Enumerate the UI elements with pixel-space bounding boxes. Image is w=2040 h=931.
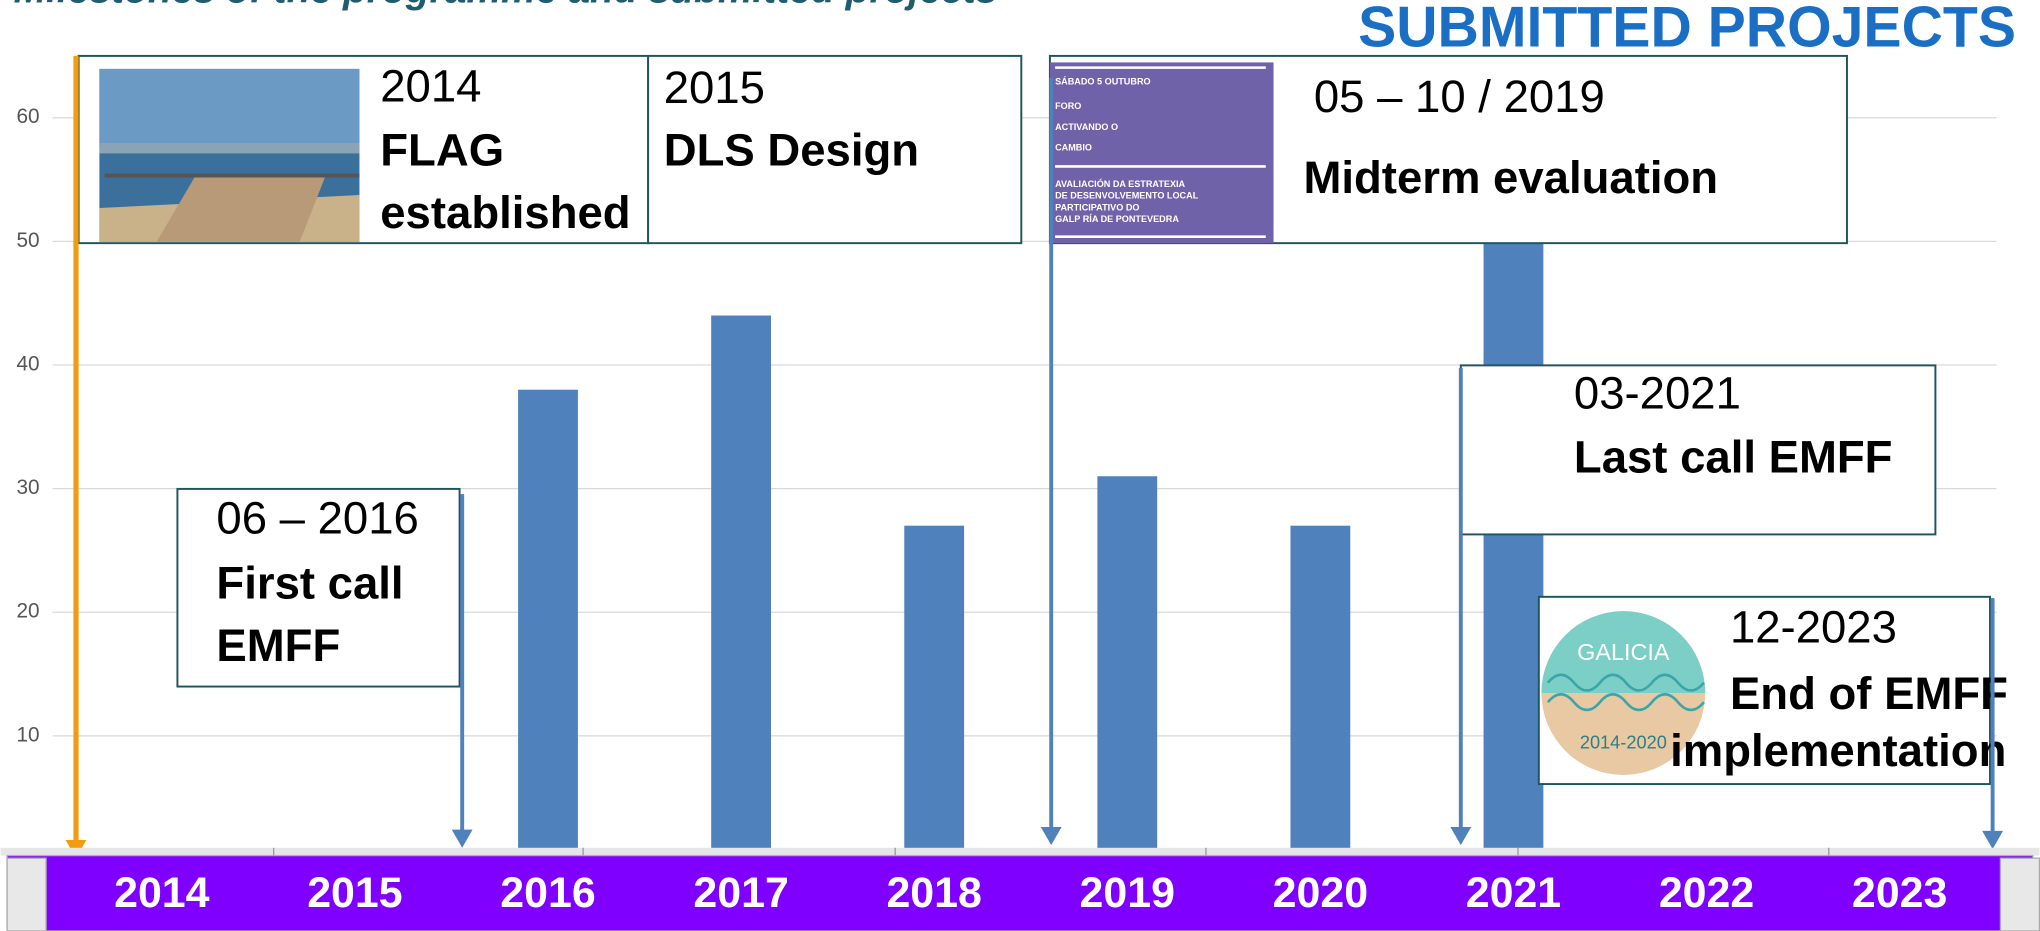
- chart-title: SUBMITTED PROJECTS: [1358, 0, 2016, 59]
- bar: [711, 316, 771, 860]
- y-tick-label: 50: [16, 229, 39, 252]
- annotation-text: 12-2023: [1730, 602, 1897, 653]
- arrow-head: [1982, 831, 2003, 849]
- timeline-handle[interactable]: [7, 858, 46, 931]
- chart: 10 20 30 40 50 60 Milestones of the programme…: [0, 0, 2040, 931]
- arrow-head: [452, 830, 473, 848]
- pier-photo: [99, 69, 359, 242]
- x-tick-label: 2018: [886, 869, 981, 917]
- bar: [904, 526, 964, 860]
- poster-text: GALP RÍA DE PONTEVEDRA: [1055, 214, 1179, 224]
- x-tick-label: 2023: [1852, 869, 1947, 917]
- annotation-text: Midterm evaluation: [1303, 152, 1718, 203]
- arrow-head: [1450, 827, 1471, 845]
- subtitle: Milestones of the programme and submitte…: [14, 0, 998, 11]
- annotation-text: established: [380, 187, 630, 238]
- x-tick-label: 2016: [500, 869, 595, 917]
- bar: [518, 390, 578, 860]
- poster-text: ACTIVANDO O: [1055, 122, 1118, 132]
- y-tick-label: 60: [16, 105, 39, 128]
- y-tick-label: 20: [16, 600, 39, 623]
- poster-text: PARTICIPATIVO DO: [1055, 202, 1139, 212]
- annotation-text: First call: [216, 557, 403, 608]
- y-tick-label: 10: [16, 723, 39, 746]
- annotation-text: FLAG: [380, 124, 504, 175]
- arrow-head: [1041, 827, 1062, 845]
- bar: [1290, 526, 1350, 860]
- x-tick-label: 2017: [693, 869, 788, 917]
- annotation-text: 06 – 2016: [216, 492, 418, 543]
- annotation-text: Last call EMFF: [1574, 431, 1893, 482]
- x-tick-label: 2015: [307, 869, 402, 917]
- bar: [1097, 476, 1157, 859]
- annotation-text: EMFF: [216, 620, 340, 671]
- timeline-handle[interactable]: [2000, 858, 2039, 931]
- poster-text: SÁBADO 5 OUTUBRO: [1055, 76, 1150, 86]
- annotation-text: 2015: [664, 62, 765, 113]
- annotation-text: 03-2021: [1574, 368, 1741, 419]
- x-tick-label: 2014: [114, 869, 210, 917]
- annotation-text: 05 – 10 / 2019: [1314, 71, 1605, 122]
- poster: SÁBADO 5 OUTUBRO FORO ACTIVANDO O CAMBIO…: [1050, 62, 1274, 243]
- x-tick-label: 2021: [1466, 869, 1561, 917]
- logo-text: 2014-2020: [1580, 733, 1667, 753]
- poster-text: AVALIACIÓN DA ESTRATEXIA: [1055, 178, 1185, 189]
- logo-text: GALICIA: [1577, 639, 1670, 665]
- x-tick-label: 2020: [1273, 869, 1368, 917]
- poster-text: DE DESENVOLVEMENTO LOCAL: [1055, 191, 1199, 201]
- annotation-text: End of EMFF: [1730, 668, 2008, 719]
- y-tick-label: 30: [16, 476, 39, 499]
- x-tick-label: 2022: [1659, 869, 1754, 917]
- y-tick-label: 40: [16, 352, 39, 375]
- x-tick-label: 2019: [1080, 869, 1175, 917]
- timeline-track: [1, 848, 2040, 856]
- annotation-text: implementation: [1670, 725, 2006, 776]
- annotation-text: DLS Design: [664, 124, 919, 175]
- poster-text: CAMBIO: [1055, 143, 1092, 153]
- poster-text: FORO: [1055, 101, 1081, 111]
- annotation-text: 2014: [380, 61, 481, 112]
- page: 10 20 30 40 50 60 Milestones of the programme…: [0, 0, 2040, 931]
